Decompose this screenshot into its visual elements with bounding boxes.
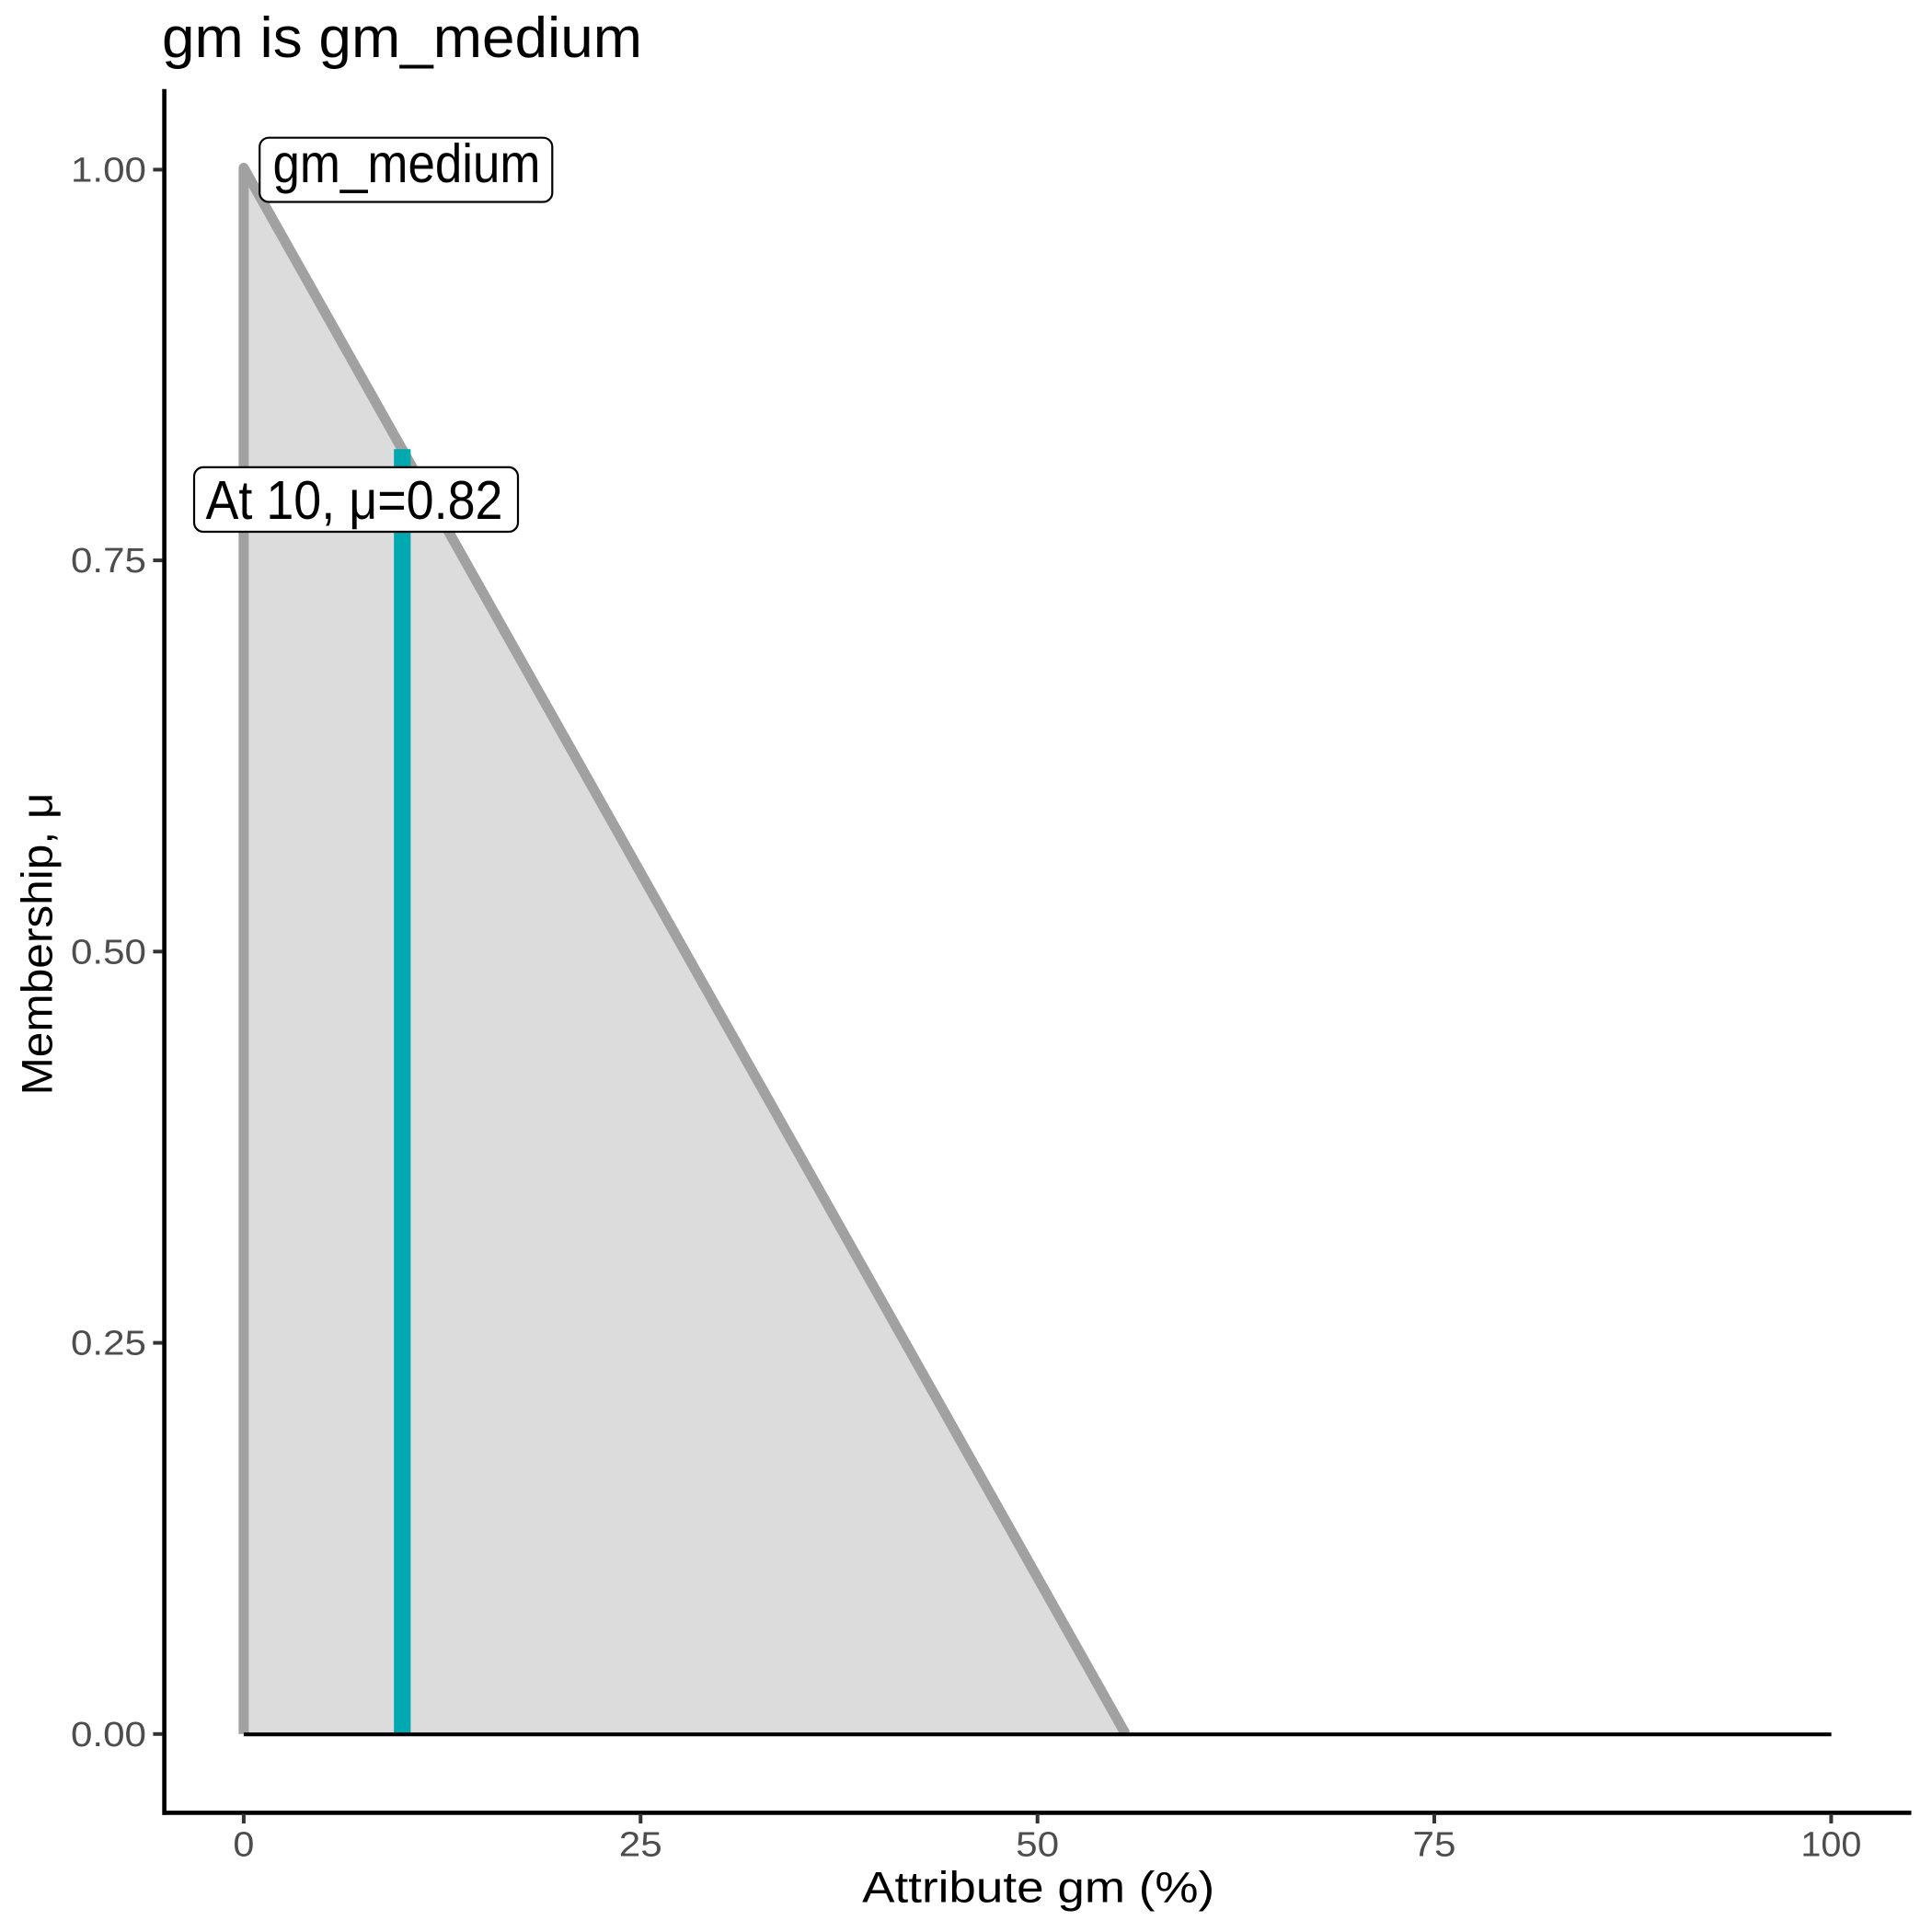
svg-text:gm_medium: gm_medium bbox=[273, 133, 541, 194]
svg-text:gm is gm_medium: gm is gm_medium bbox=[162, 6, 642, 70]
svg-text:Membership, μ: Membership, μ bbox=[12, 793, 61, 1096]
svg-text:0: 0 bbox=[233, 1826, 254, 1865]
svg-text:50: 50 bbox=[1016, 1826, 1059, 1865]
svg-text:0.25: 0.25 bbox=[71, 1325, 146, 1363]
svg-text:1.00: 1.00 bbox=[71, 152, 146, 190]
svg-text:25: 25 bbox=[619, 1826, 662, 1865]
svg-text:At 10, μ=0.82: At 10, μ=0.82 bbox=[206, 470, 503, 531]
svg-text:0.50: 0.50 bbox=[71, 933, 146, 972]
svg-text:100: 100 bbox=[1800, 1826, 1861, 1865]
svg-text:75: 75 bbox=[1413, 1826, 1456, 1865]
svg-text:0.75: 0.75 bbox=[71, 542, 146, 581]
svg-text:0.00: 0.00 bbox=[71, 1716, 146, 1754]
svg-text:Attribute gm (%): Attribute gm (%) bbox=[862, 1863, 1214, 1912]
